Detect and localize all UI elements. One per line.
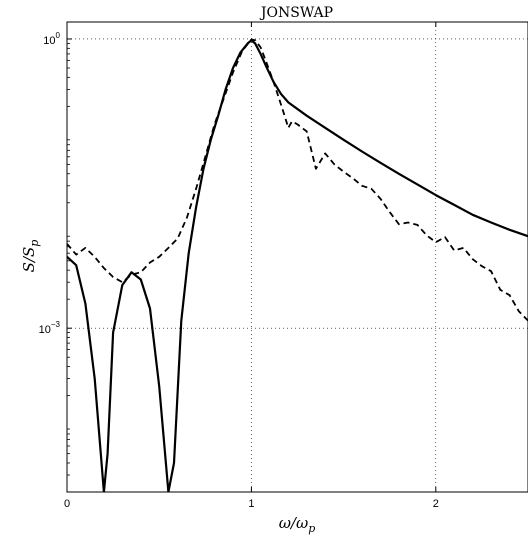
solid-series-line	[67, 39, 528, 492]
plot-frame	[66, 21, 528, 493]
y-tick-label: 10−3	[39, 320, 61, 336]
axis-ticks: 0 1 2 10−3 100	[39, 22, 439, 510]
x-axis-label: ω/ωp	[279, 514, 316, 535]
y-tick-label: 100	[43, 31, 60, 47]
x-tick-label: 2	[433, 498, 439, 510]
x-tick-label: 0	[64, 498, 70, 510]
y-axis-label: S/Sp	[20, 240, 41, 273]
chart-title: JONSWAP	[259, 5, 333, 21]
grid-lines	[67, 22, 528, 492]
dashed-series-line	[67, 38, 528, 322]
series-layer	[67, 38, 528, 492]
x-tick-label: 1	[248, 498, 254, 510]
